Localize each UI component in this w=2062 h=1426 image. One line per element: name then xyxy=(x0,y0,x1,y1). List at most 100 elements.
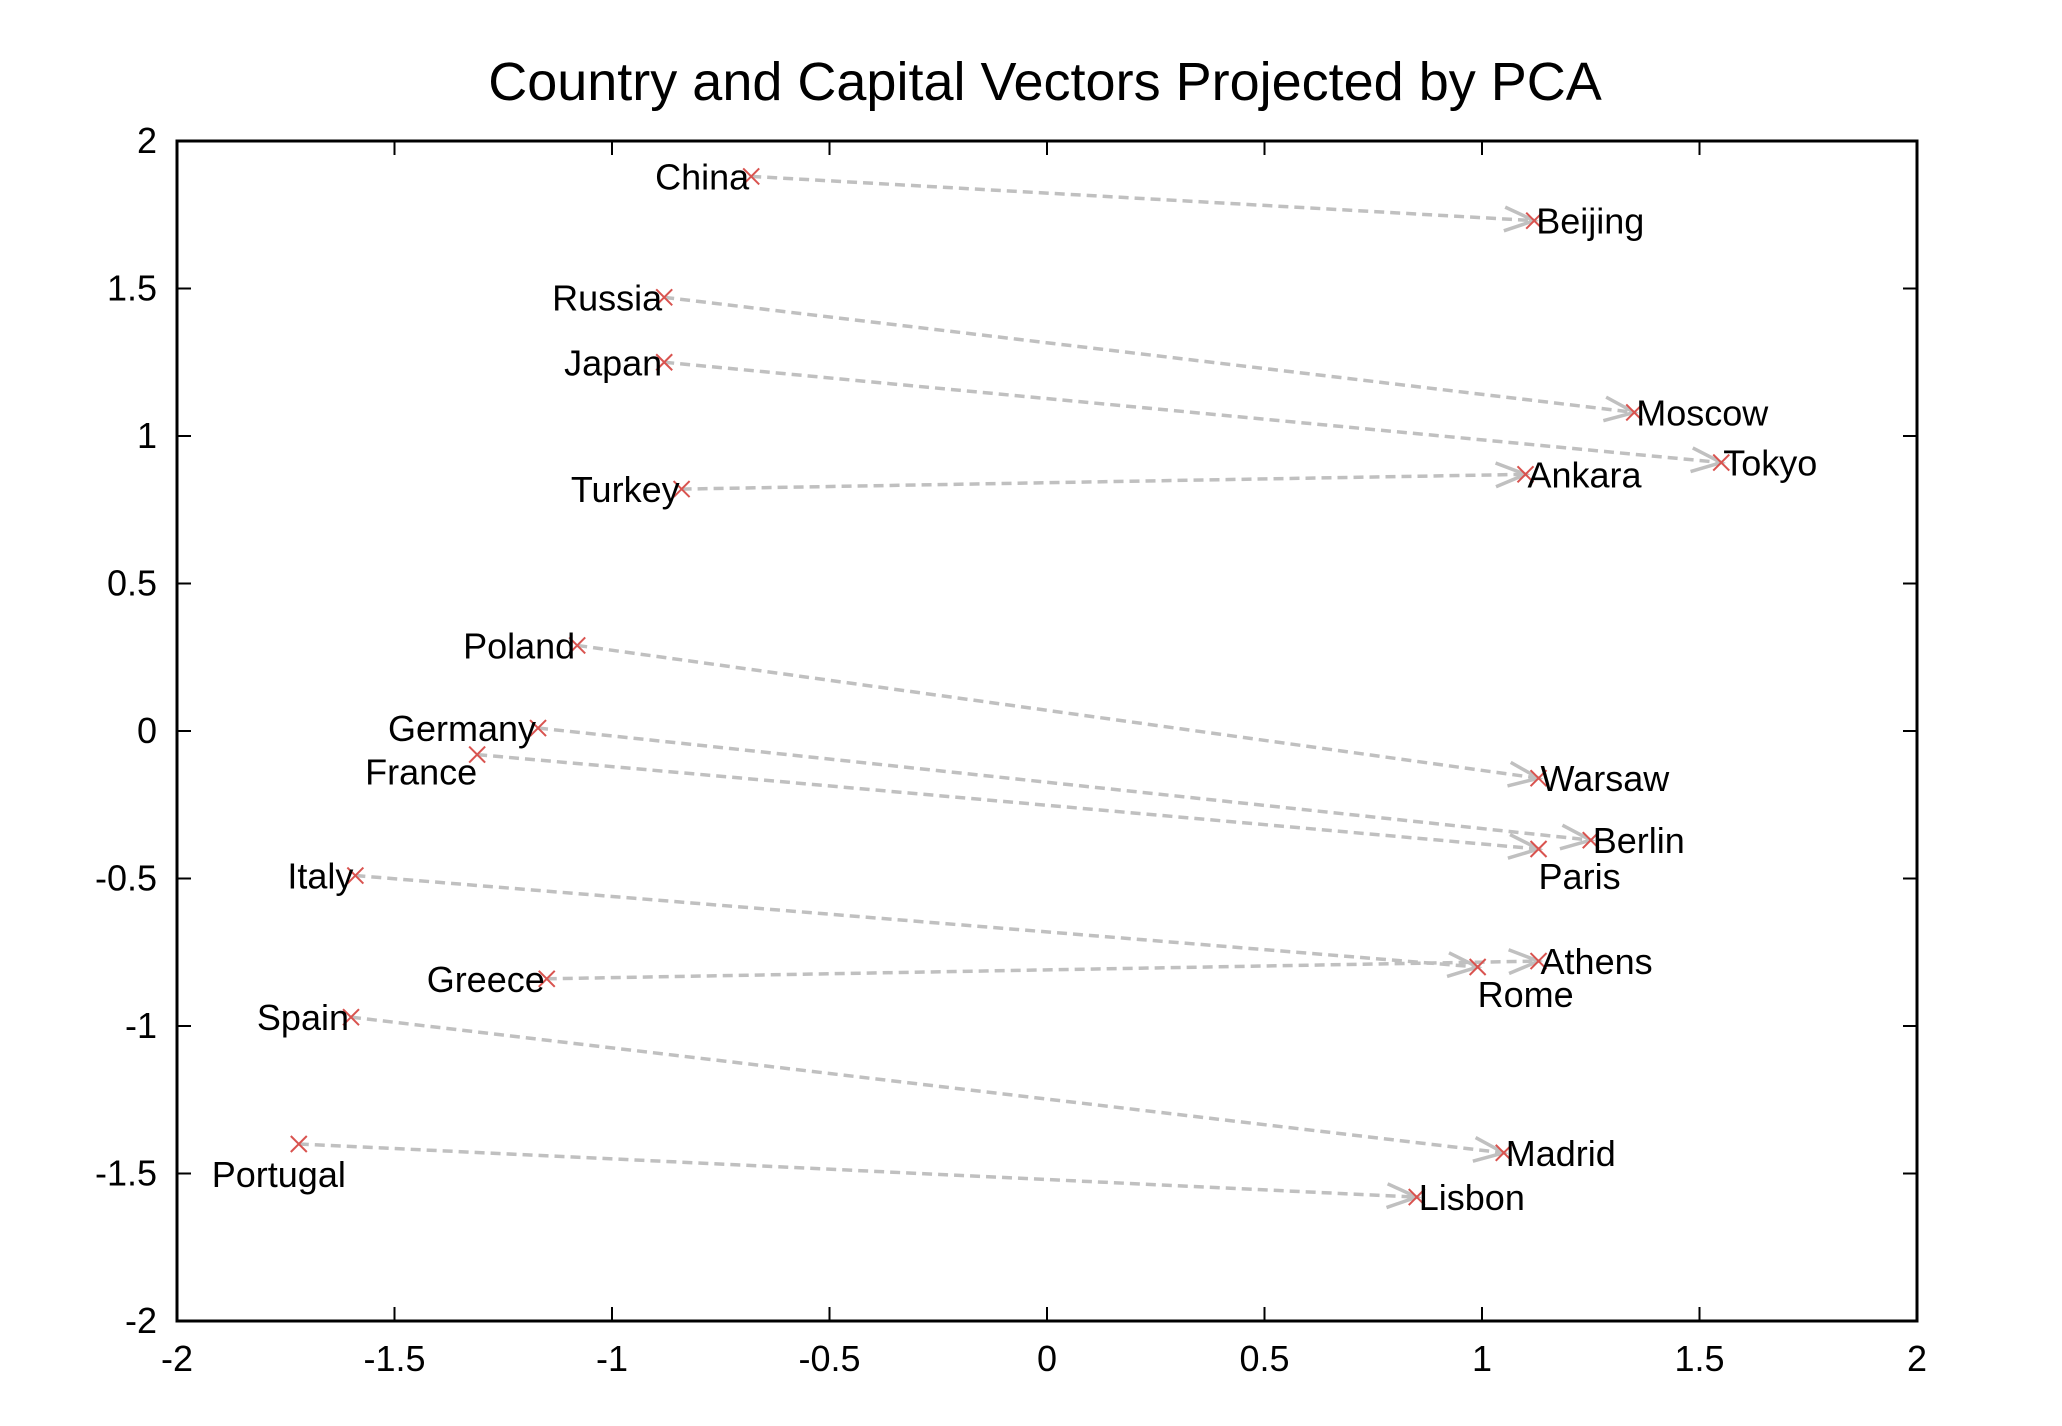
arrow-line xyxy=(664,360,1722,465)
point-label-italy: Italy xyxy=(287,856,353,897)
marker-stroke xyxy=(1516,465,1535,484)
marker-stroke xyxy=(1529,840,1548,858)
arrow-france-paris xyxy=(476,752,1544,860)
arrow-greece-athens xyxy=(546,948,1544,981)
point-label-spain: Spain xyxy=(257,997,349,1038)
chart-title: Country and Capital Vectors Projected by… xyxy=(488,52,1602,112)
arrow-russia-moscow xyxy=(663,295,1639,423)
point-marker-greece xyxy=(538,970,556,988)
point-marker-germany xyxy=(529,719,547,737)
arrow-line xyxy=(350,1015,1504,1155)
arrow-line xyxy=(298,1142,1417,1199)
point-marker-rome xyxy=(1468,958,1487,976)
point-label-turkey: Turkey xyxy=(571,469,680,510)
marker-stroke xyxy=(290,1135,308,1153)
marker-stroke xyxy=(1468,958,1487,976)
arrow-germany-berlin xyxy=(537,726,1596,851)
point-marker-italy xyxy=(346,866,365,885)
point-marker-madrid xyxy=(1495,1144,1513,1162)
arrow-line xyxy=(476,752,1539,851)
y-tick-label: 0 xyxy=(137,710,157,751)
point-marker-russia xyxy=(655,288,673,307)
marker-stroke xyxy=(538,970,556,988)
marker-stroke xyxy=(1408,1188,1426,1206)
point-marker-moscow xyxy=(1625,403,1643,422)
arrow-line xyxy=(576,643,1539,780)
point-label-madrid: Madrid xyxy=(1506,1133,1616,1174)
marker-stroke xyxy=(346,866,365,885)
y-tick-label: -0.5 xyxy=(95,858,157,899)
point-label-portugal: Portugal xyxy=(212,1154,346,1195)
marker-stroke xyxy=(1625,403,1643,422)
point-marker-warsaw xyxy=(1529,769,1548,787)
point-label-ankara: Ankara xyxy=(1528,454,1643,495)
marker-stroke xyxy=(1582,831,1600,849)
labels-layer: China Beijing Russia Moscow Japan Tokyo Turkey… xyxy=(212,156,1818,1218)
marker-stroke xyxy=(342,1008,360,1026)
point-label-tokyo: Tokyo xyxy=(1723,443,1817,484)
arrows-layer xyxy=(298,174,1726,1210)
marker-stroke xyxy=(568,636,586,655)
point-marker-paris xyxy=(1529,840,1548,858)
point-marker-athens xyxy=(1529,952,1548,970)
x-tick-label: -2 xyxy=(161,1338,193,1379)
arrow-portugal-lisbon xyxy=(298,1142,1422,1210)
arrow-turkey-ankara xyxy=(681,461,1531,491)
marker-stroke xyxy=(1529,769,1548,787)
arrow-line xyxy=(681,472,1526,491)
point-label-japan: Japan xyxy=(564,342,662,383)
point-label-poland: Poland xyxy=(463,625,575,666)
point-label-athens: Athens xyxy=(1541,941,1653,982)
point-label-beijing: Beijing xyxy=(1536,201,1644,242)
point-label-berlin: Berlin xyxy=(1593,820,1685,861)
point-marker-berlin xyxy=(1582,831,1600,849)
point-marker-tokyo xyxy=(1712,453,1730,472)
arrow-line xyxy=(537,726,1591,842)
point-label-rome: Rome xyxy=(1478,974,1574,1015)
point-marker-france xyxy=(468,745,486,764)
point-marker-japan xyxy=(655,353,673,371)
arrow-line xyxy=(663,295,1635,415)
y-tick-label: -2 xyxy=(125,1300,157,1341)
point-marker-portugal xyxy=(290,1135,308,1153)
arrow-poland-warsaw xyxy=(576,643,1544,788)
arrow-line xyxy=(546,959,1539,981)
marker-stroke xyxy=(655,288,673,307)
x-tick-label: -1.5 xyxy=(363,1338,425,1379)
marker-stroke xyxy=(1495,1144,1513,1162)
point-marker-spain xyxy=(342,1008,360,1026)
x-tick-label: 1.5 xyxy=(1674,1338,1724,1379)
y-tick-label: -1.5 xyxy=(95,1153,157,1194)
arrow-line xyxy=(751,174,1535,223)
point-label-lisbon: Lisbon xyxy=(1419,1177,1525,1218)
marker-stroke xyxy=(742,167,760,186)
point-marker-ankara xyxy=(1516,465,1535,484)
marker-stroke xyxy=(468,745,486,764)
point-label-russia: Russia xyxy=(552,277,663,318)
x-tick-label: 2 xyxy=(1907,1338,1927,1379)
y-tick-label: 0.5 xyxy=(107,563,157,604)
x-tick-label: 0 xyxy=(1037,1338,1057,1379)
point-label-china: China xyxy=(655,156,750,197)
point-marker-china xyxy=(742,167,760,186)
x-tick-label: -0.5 xyxy=(798,1338,860,1379)
y-tick-label: 1.5 xyxy=(107,268,157,309)
point-marker-poland xyxy=(568,636,586,655)
marker-stroke xyxy=(1529,952,1548,970)
point-marker-beijing xyxy=(1525,211,1543,230)
point-label-paris: Paris xyxy=(1539,856,1621,897)
x-tick-label: 1 xyxy=(1472,1338,1492,1379)
y-tick-label: 2 xyxy=(137,120,157,161)
arrow-china-beijing xyxy=(751,174,1539,233)
arrow-spain-madrid xyxy=(350,1015,1509,1163)
marker-stroke xyxy=(529,719,547,737)
marker-stroke xyxy=(1525,211,1543,230)
point-label-moscow: Moscow xyxy=(1636,392,1769,433)
point-marker-lisbon xyxy=(1408,1188,1426,1206)
y-tick-label: 1 xyxy=(137,415,157,456)
markers-layer xyxy=(290,167,1730,1206)
y-tick-label: -1 xyxy=(125,1005,157,1046)
point-label-warsaw: Warsaw xyxy=(1541,758,1671,799)
x-tick-label: -1 xyxy=(596,1338,628,1379)
